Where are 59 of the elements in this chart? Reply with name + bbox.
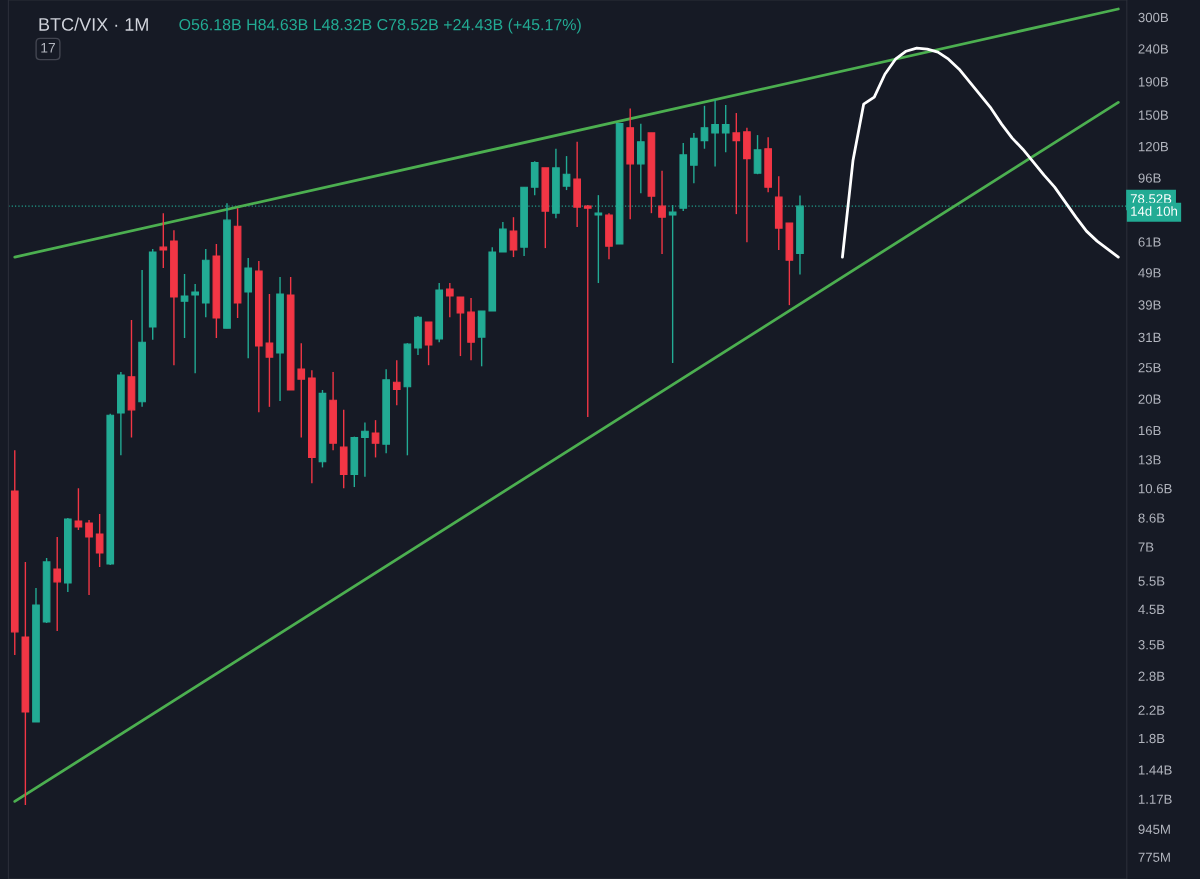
candlestick (583, 204, 592, 418)
annotation: 17 (41, 43, 56, 53)
y-tick-label: 300B (1138, 12, 1169, 23)
y-tick-label: 31B (1138, 332, 1161, 343)
y-tick-label: 1.44B (1138, 765, 1172, 775)
y-tick-label: 8.6B (1138, 513, 1165, 523)
y-tick-label: 240B (1138, 44, 1169, 54)
candlestick (191, 283, 199, 374)
candlestick (85, 519, 93, 596)
candlestick (371, 419, 380, 459)
candlestick (562, 155, 571, 191)
candlestick (392, 359, 401, 407)
candlestick (180, 273, 189, 339)
y-tick-label: 190B (1138, 77, 1169, 87)
y-tick-label: 1.8B (1138, 733, 1165, 744)
candlestick (445, 282, 454, 318)
candlestick (456, 296, 465, 357)
y-tick-label: 5.5B (1138, 576, 1165, 586)
line-series (841, 46, 1120, 259)
candlestick (509, 216, 518, 258)
candlestick (753, 134, 762, 175)
candlestick (658, 169, 666, 255)
y-tick-label: 39B (1138, 300, 1161, 310)
candlestick (244, 257, 253, 359)
y-tick-label: 2.8B (1138, 671, 1165, 681)
candlestick (499, 221, 507, 253)
y-tick-label: 1.17B (1138, 794, 1172, 804)
y-tick-label: 7B (1138, 542, 1154, 552)
candlestick (265, 293, 274, 408)
candlestick (636, 122, 645, 194)
y-tick-label: 20B (1138, 394, 1161, 404)
y-tick-label: 10.6B (1138, 483, 1172, 494)
candlestick (53, 536, 62, 632)
candlestick (361, 421, 369, 478)
text: 14d 10h (1131, 206, 1177, 216)
text: BTC/VIX · 1M (39, 17, 148, 31)
candlestick (159, 212, 168, 269)
y-tick-label: 16B (1138, 425, 1161, 436)
y-tick-label: 61B (1138, 237, 1161, 247)
y-tick-label: 945M (1138, 824, 1170, 834)
y-tick-label: 150B (1138, 110, 1169, 120)
y-tick-label: 775M (1138, 852, 1170, 862)
y-tick-label: 3.5B (1138, 640, 1165, 650)
candlestick (297, 342, 306, 439)
candlestick (74, 487, 83, 531)
y-tick-label: 2.2B (1138, 705, 1165, 715)
candlestick (700, 105, 709, 150)
y-tick-label: 13B (1138, 455, 1161, 465)
y-tick-label: 49B (1138, 268, 1161, 278)
candlestick (721, 104, 730, 154)
candlestick (95, 513, 104, 568)
y-tick-label: 120B (1138, 141, 1169, 152)
candlestick (424, 321, 433, 366)
candlestick (732, 112, 741, 215)
candlestick (711, 99, 719, 168)
text: O56.18B H84.63B L48.32B C78.52B +24.43B (+45.17%) (179, 18, 581, 34)
y-tick-label: 4.5B (1138, 604, 1165, 615)
y-tick-label: 96B (1138, 173, 1161, 183)
y-tick-label: 25B (1138, 363, 1161, 373)
